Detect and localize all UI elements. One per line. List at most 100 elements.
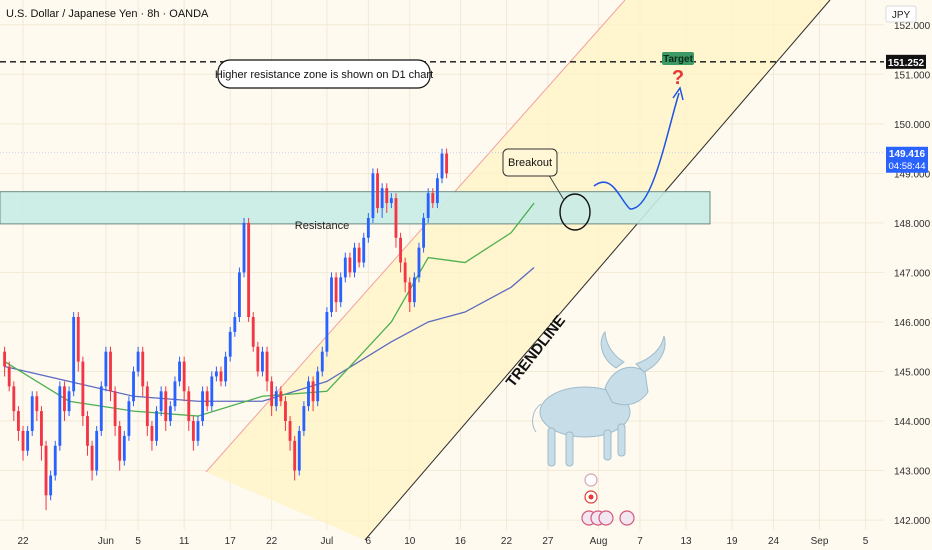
candle	[389, 198, 393, 204]
x-tick-label: Jul	[320, 536, 333, 547]
candle	[7, 366, 11, 387]
candle	[440, 153, 444, 179]
candle	[412, 277, 416, 303]
candle	[86, 416, 89, 446]
resistance-zone	[0, 191, 711, 225]
x-tick-label: 22	[501, 536, 513, 547]
candle	[201, 391, 205, 422]
breakout-callout	[502, 148, 558, 177]
candle	[270, 381, 274, 407]
candle	[247, 222, 251, 318]
x-tick-label: Jun	[98, 536, 114, 547]
trendline	[364, 0, 831, 541]
candle	[21, 430, 25, 451]
x-tick-label: 24	[768, 536, 780, 547]
candle	[284, 401, 287, 422]
candle	[224, 356, 228, 382]
candle	[3, 351, 7, 367]
bull-icon	[532, 330, 666, 467]
y-tick-label: 150.000	[894, 120, 931, 131]
candle	[178, 361, 181, 382]
candle	[302, 406, 306, 431]
candle	[371, 173, 375, 218]
y-tick-label: 144.000	[894, 417, 931, 428]
candle	[380, 188, 384, 209]
candle	[145, 386, 149, 426]
y-tick-label: 143.000	[894, 467, 931, 478]
x-tick-label: 16	[455, 536, 467, 547]
currency-label: JPY	[892, 10, 911, 21]
x-tick-label: 22	[17, 536, 29, 547]
breakout-pointer	[546, 171, 565, 201]
candle	[76, 317, 80, 362]
forecast-path	[593, 92, 680, 210]
candle	[237, 272, 241, 318]
candle	[118, 425, 122, 461]
candle	[334, 277, 338, 303]
bar-countdown: 04:58:44	[889, 161, 926, 172]
candle	[417, 247, 421, 278]
candle	[376, 173, 379, 209]
x-tick-label: 22	[266, 536, 278, 547]
candle	[435, 178, 439, 204]
x-tick-label: 10	[404, 536, 416, 547]
candle	[141, 351, 145, 387]
candle	[90, 445, 94, 471]
candle	[353, 247, 356, 273]
ascending-channel	[206, 0, 830, 540]
candle	[168, 406, 172, 422]
y-tick-label: 148.000	[894, 219, 931, 230]
candle	[127, 401, 131, 436]
candle	[320, 351, 324, 372]
currency-badge	[885, 5, 917, 23]
candle	[173, 381, 177, 407]
candle	[205, 391, 209, 407]
candle	[113, 391, 117, 426]
candle	[431, 193, 435, 204]
candle	[49, 475, 53, 496]
candle	[210, 376, 214, 407]
target-label: Target	[663, 54, 693, 65]
candle	[242, 222, 246, 273]
y-tick-label: 152.000	[894, 21, 931, 32]
candle	[297, 430, 301, 471]
candle	[366, 217, 370, 238]
candle	[288, 421, 292, 441]
x-tick-label: 19	[727, 536, 739, 547]
candle	[150, 425, 154, 441]
x-tick-label: 27	[542, 536, 554, 547]
x-tick-label: 5	[135, 536, 141, 547]
x-tick-label: Aug	[590, 536, 608, 547]
target-question-mark: ?	[672, 67, 684, 89]
x-tick-label: 5	[863, 536, 869, 547]
candle	[403, 262, 407, 283]
y-tick-label: 151.000	[894, 70, 931, 81]
candle	[279, 391, 283, 402]
candle	[330, 277, 333, 313]
candle	[357, 247, 361, 263]
candle	[35, 396, 39, 412]
candle	[261, 351, 264, 372]
candle	[408, 282, 412, 303]
y-tick-label: 142.000	[894, 516, 931, 527]
y-tick-label: 149.000	[894, 169, 931, 180]
candle	[394, 198, 398, 238]
candle	[311, 381, 315, 402]
y-tick-label: 147.000	[894, 268, 931, 279]
candle	[307, 381, 310, 407]
candle	[422, 217, 426, 248]
x-tick-label: 13	[680, 536, 692, 547]
candle	[16, 411, 20, 431]
candle	[132, 371, 135, 402]
candle	[122, 435, 126, 461]
fast-moving-average	[4, 202, 535, 417]
candle	[182, 361, 186, 392]
candle	[99, 386, 103, 431]
candle	[26, 430, 30, 451]
candle	[228, 331, 232, 357]
candle	[325, 312, 329, 352]
current-price-badge	[886, 146, 928, 173]
candle	[53, 445, 57, 476]
candle	[385, 188, 389, 204]
